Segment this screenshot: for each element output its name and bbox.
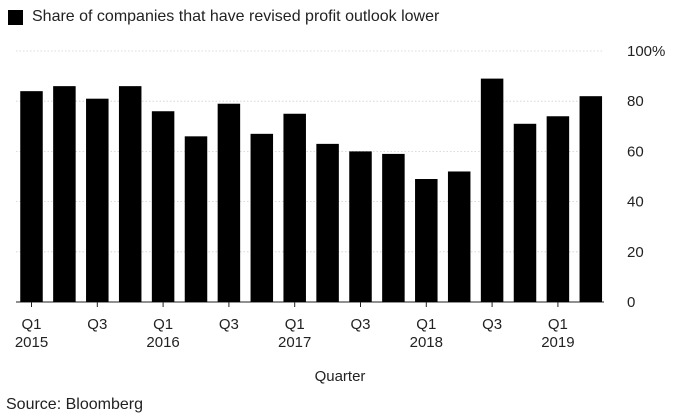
y-axis-ticks: 0 20 40 60 80 100% [627,43,665,311]
y-tick-label: 40 [627,194,644,211]
y-tick-label: 80 [627,93,644,110]
bar [480,78,504,302]
x-tick-label: Q1 [21,316,41,333]
bar [579,96,603,303]
bar [316,143,339,302]
x-tick-year-label: 2016 [146,334,179,351]
legend: Share of companies that have revised pro… [8,8,439,26]
x-tick-label: Q3 [87,316,107,333]
bars [20,78,603,303]
bar [250,133,274,302]
bar [20,91,43,302]
x-tick-year-label: 2019 [541,334,574,351]
source-note: Source: Bloomberg [6,396,143,413]
bar [546,116,570,302]
bar [53,86,76,302]
bar [86,98,109,302]
y-tick-label: 60 [627,143,644,160]
x-tick-label: Q3 [482,316,502,333]
legend-swatch [8,9,23,25]
x-tick-year-label: 2015 [15,334,48,351]
x-tick-label: Q3 [219,316,239,333]
bar [349,151,372,302]
legend-label: Share of companies that have revised pro… [32,8,440,25]
bar [513,123,537,302]
bar [118,86,142,302]
bar [184,136,208,302]
y-tick-label: 20 [627,244,644,261]
bar [382,153,405,302]
y-tick-label: 100% [627,43,665,60]
x-tick-label: Q1 [416,316,436,333]
bar [283,113,306,302]
bar [217,103,241,303]
bar [415,179,438,302]
x-tick-label: Q1 [153,316,173,333]
x-tick-year-label: 2018 [410,334,443,351]
x-tick-label: Q3 [350,316,370,333]
x-tick-label: Q1 [285,316,305,333]
x-tick-label: Q1 [548,316,568,333]
y-tick-label: 0 [627,294,635,311]
x-axis-title: Quarter [315,368,366,385]
grid-lines [16,50,604,303]
bar [447,171,471,302]
x-tick-year-label: 2017 [278,334,311,351]
bar [151,111,175,303]
